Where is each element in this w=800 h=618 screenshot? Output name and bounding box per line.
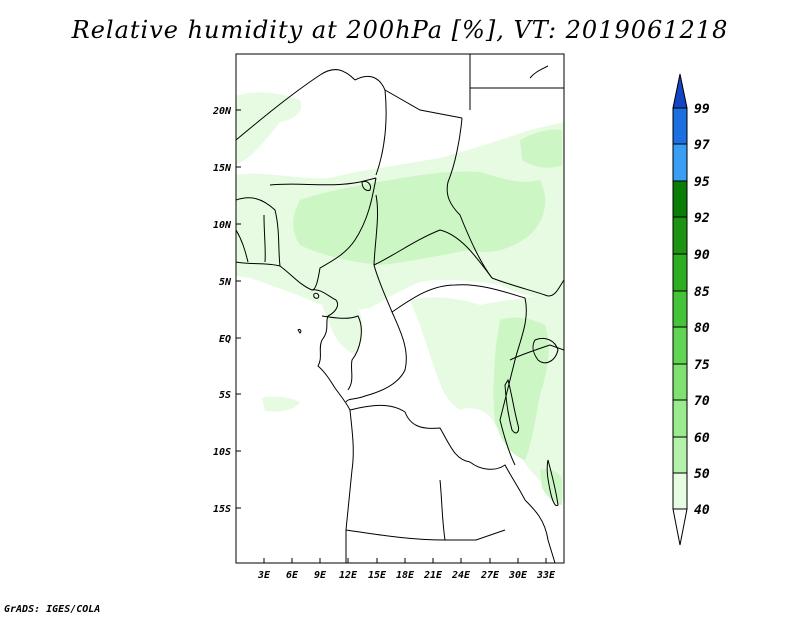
lon-label: 3E: [257, 570, 271, 581]
humidity-area-sahel-inner: [293, 171, 546, 265]
border-congo-drc: [345, 311, 407, 403]
colorbar-label: 80: [694, 321, 710, 336]
colorbar-segment: [672, 363, 688, 401]
lon-ticks: [263, 558, 547, 563]
colorbar-label: 85: [694, 285, 710, 300]
colorbar-label: 92: [694, 211, 710, 226]
border-angola-namibia: [345, 529, 446, 541]
border-gabon-congo: [321, 315, 362, 391]
colorbar-segment: [672, 436, 688, 474]
colorbar-label: 95: [694, 175, 710, 190]
island-bioko: [313, 292, 320, 299]
lon-label: 27E: [480, 570, 500, 581]
colorbar-label: 99: [694, 102, 710, 117]
lon-label: 24E: [451, 570, 471, 581]
coastline-west-africa: [236, 261, 354, 563]
lat-label: 15N: [213, 163, 232, 174]
country-borders: [236, 54, 564, 563]
border-libya-chad: [384, 89, 463, 119]
colorbar-label: 40: [694, 503, 710, 518]
lon-label: 21E: [423, 570, 443, 581]
border-car-sudan: [373, 229, 493, 279]
humidity-shading: [236, 92, 564, 505]
colorbar-label: 70: [694, 394, 710, 409]
border-nigeria-cameroon: [311, 177, 377, 291]
border-niger-nigeria: [269, 177, 377, 186]
colorbar-label: 75: [694, 358, 710, 373]
humidity-area-coastal: [320, 299, 363, 355]
colorbar-segment: [672, 143, 688, 182]
humidity-area-east-inner: [493, 317, 549, 460]
lake-victoria: [532, 337, 559, 364]
lat-label: 10S: [213, 447, 231, 458]
border-niger-libya: [354, 75, 387, 176]
lon-label: 30E: [508, 570, 528, 581]
humidity-area-southeast: [540, 469, 562, 505]
colorbar-segment: [672, 107, 688, 145]
lake-tanganyika: [504, 378, 519, 434]
border-benin-togo: [263, 214, 266, 263]
humidity-area-northeast-inner: [520, 129, 562, 168]
lat-label: 20N: [212, 106, 232, 117]
colorbar-segment: [672, 180, 688, 218]
border-east-africa: [499, 297, 527, 466]
colorbar-segment: [672, 472, 688, 510]
colorbar-segment: [672, 216, 688, 255]
lat-ticks: [236, 109, 241, 509]
border-car-drc: [391, 284, 526, 313]
colorbar-segment: [672, 290, 688, 328]
colorbar-label: 50: [694, 467, 710, 482]
colorbar-labels: 99 97 95 92 90 85 80 75 70 60 50 40: [694, 102, 710, 518]
humidity-area-southwest-patch: [262, 396, 300, 412]
lon-label: 12E: [339, 570, 358, 581]
lat-label: 10N: [213, 220, 232, 231]
lat-labels: 20N 15N 10N 5N EQ 5S 10S 15S: [212, 106, 232, 515]
border-burkina-ghana: [236, 197, 281, 267]
island-sao-tome: [297, 328, 302, 334]
colorbar-arrow-top: [672, 73, 688, 109]
lon-label: 15E: [368, 570, 387, 581]
colorbar: [672, 73, 688, 546]
border-guinea-coast: [236, 229, 249, 263]
lake-chad: [361, 181, 371, 191]
colorbar-label: 60: [694, 431, 710, 446]
colorbar-arrow-bottom: [672, 508, 688, 546]
coast-mediterranean: [529, 65, 549, 79]
colorbar-label: 97: [694, 138, 710, 153]
lat-label: 15S: [213, 504, 231, 515]
border-zambia-mozambique: [524, 499, 556, 563]
border-mali-algeria: [236, 69, 356, 141]
border-drc-angola: [349, 404, 471, 463]
lat-label: EQ: [219, 334, 231, 345]
border-angola-zambia: [439, 479, 506, 541]
map-title: Relative humidity at 200hPa [%], VT: 201…: [71, 16, 729, 44]
border-chad-sudan: [446, 117, 493, 279]
lon-label: 33E: [536, 570, 556, 581]
lat-label: 5N: [219, 277, 232, 288]
border-drc-zambia: [469, 461, 526, 501]
lon-label: 18E: [396, 570, 415, 581]
colorbar-label: 90: [694, 248, 710, 263]
colorbar-segment: [672, 326, 688, 365]
lon-labels: 3E 6E 9E 12E 15E 18E 21E 24E 27E 30E 33E: [257, 570, 556, 581]
lat-label: 5S: [219, 390, 231, 401]
lon-label: 9E: [314, 570, 327, 581]
map-frame: [235, 53, 565, 564]
colorbar-segment: [672, 399, 688, 438]
lon-label: 6E: [286, 570, 299, 581]
lake-malawi: [546, 459, 559, 507]
humidity-area-northwest: [236, 92, 302, 165]
colorbar-segment: [672, 253, 688, 292]
grads-credit: GrADS: IGES/COLA: [4, 604, 101, 615]
border-lake-region: [509, 344, 564, 361]
border-south-sudan: [491, 277, 564, 297]
